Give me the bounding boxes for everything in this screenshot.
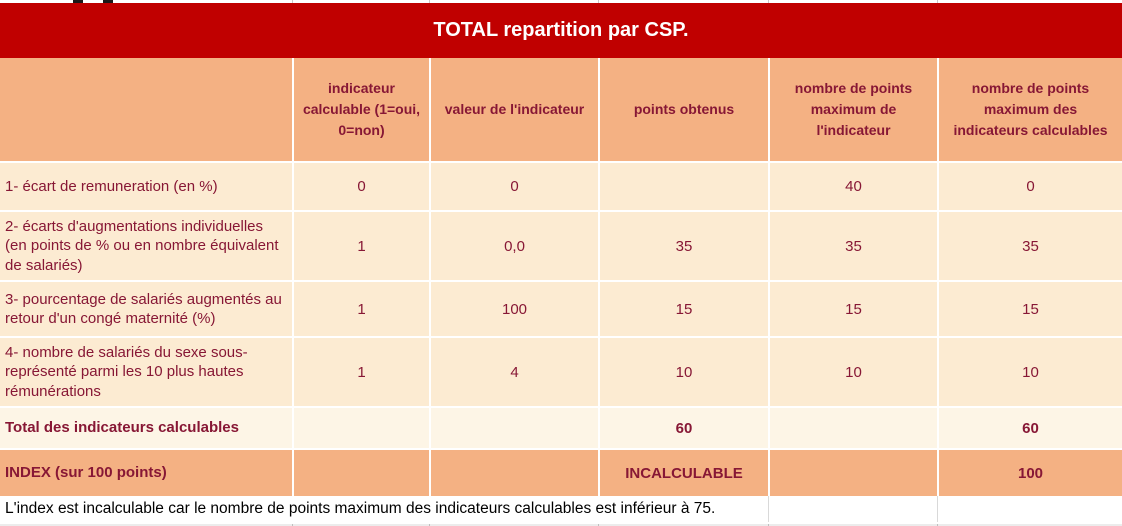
cropped-text-remnant <box>103 0 113 3</box>
cell-points-obtenus[interactable]: 10 <box>600 338 768 406</box>
cell-empty[interactable] <box>294 408 429 448</box>
total-points-obtenus[interactable]: 60 <box>600 408 768 448</box>
index-result-value[interactable]: INCALCULABLE <box>600 450 768 496</box>
table-title: TOTAL repartition par CSP. <box>433 19 689 41</box>
cell-points-obtenus[interactable]: 15 <box>600 282 768 336</box>
cropped-text-remnant <box>73 0 83 3</box>
cell-valeur[interactable]: 0,0 <box>431 212 598 280</box>
header-cell-points-obtenus[interactable]: points obtenus <box>600 58 768 161</box>
cell-calculable[interactable]: 1 <box>294 338 429 406</box>
cell-valeur[interactable]: 0 <box>431 163 598 210</box>
gridline <box>937 0 938 3</box>
cell-calculable[interactable]: 1 <box>294 282 429 336</box>
table-row-indicator-2: 2- écarts d'augmentations individuelles … <box>0 212 1122 280</box>
cell-calculable[interactable]: 1 <box>294 212 429 280</box>
gridline <box>292 524 293 526</box>
cell-max-indicateur[interactable]: 15 <box>770 282 937 336</box>
cell-empty[interactable] <box>770 450 937 496</box>
cell-max-calculables[interactable]: 35 <box>939 212 1122 280</box>
gridline <box>768 496 769 522</box>
cell-points-obtenus[interactable]: 35 <box>600 212 768 280</box>
index-max-calculables[interactable]: 100 <box>939 450 1122 496</box>
cell-max-calculables[interactable]: 10 <box>939 338 1122 406</box>
header-row: indicateur calculable (1=oui, 0=non) val… <box>0 58 1122 161</box>
cell-empty[interactable] <box>431 408 598 448</box>
gridline <box>768 524 769 526</box>
total-row: Total des indicateurs calculables 60 60 <box>0 408 1122 448</box>
cell-max-calculables[interactable]: 0 <box>939 163 1122 210</box>
gridline <box>937 496 938 522</box>
footnote-text: L'index est incalculable car le nombre d… <box>5 500 716 517</box>
cropped-row-above-strip <box>0 0 1122 3</box>
cell-empty[interactable] <box>431 450 598 496</box>
cell-empty[interactable] <box>770 408 937 448</box>
gridline <box>429 0 430 3</box>
header-cell-empty[interactable] <box>0 58 292 161</box>
row-label[interactable]: 1- écart de remuneration (en %) <box>0 163 292 210</box>
cell-calculable[interactable]: 0 <box>294 163 429 210</box>
index-row-label[interactable]: INDEX (sur 100 points) <box>0 450 292 496</box>
gridline <box>598 0 599 3</box>
header-cell-max-calculables[interactable]: nombre de points maximum des indicateurs… <box>939 58 1122 161</box>
gridline <box>292 0 293 3</box>
index-row: INDEX (sur 100 points) INCALCULABLE 100 <box>0 450 1122 496</box>
table-row-indicator-4: 4- nombre de salariés du sexe sous-repré… <box>0 338 1122 406</box>
cell-valeur[interactable]: 4 <box>431 338 598 406</box>
cell-max-indicateur[interactable]: 10 <box>770 338 937 406</box>
gridline <box>768 0 769 3</box>
header-cell-valeur[interactable]: valeur de l'indicateur <box>431 58 598 161</box>
header-cell-max-indicateur[interactable]: nombre de points maximum de l'indicateur <box>770 58 937 161</box>
gridline <box>937 524 938 526</box>
row-label[interactable]: 3- pourcentage de salariés augmentés au … <box>0 282 292 336</box>
total-row-label[interactable]: Total des indicateurs calculables <box>0 408 292 448</box>
total-max-calculables[interactable]: 60 <box>939 408 1122 448</box>
cell-max-indicateur[interactable]: 35 <box>770 212 937 280</box>
table-row-indicator-3: 3- pourcentage de salariés augmentés au … <box>0 282 1122 336</box>
gridline <box>429 524 430 526</box>
row-label[interactable]: 2- écarts d'augmentations individuelles … <box>0 212 292 280</box>
cell-max-indicateur[interactable]: 40 <box>770 163 937 210</box>
table-title-banner[interactable]: TOTAL repartition par CSP. <box>0 3 1122 58</box>
cell-empty[interactable] <box>294 450 429 496</box>
cell-points-obtenus[interactable] <box>600 163 768 210</box>
cell-valeur[interactable]: 100 <box>431 282 598 336</box>
table-row-indicator-1: 1- écart de remuneration (en %) 0 0 40 0 <box>0 163 1122 210</box>
gridline <box>598 524 599 526</box>
cropped-row-below-strip <box>0 522 1122 526</box>
header-cell-calculable[interactable]: indicateur calculable (1=oui, 0=non) <box>294 58 429 161</box>
footnote-row[interactable]: L'index est incalculable car le nombre d… <box>0 496 1122 522</box>
row-label[interactable]: 4- nombre de salariés du sexe sous-repré… <box>0 338 292 406</box>
cell-max-calculables[interactable]: 15 <box>939 282 1122 336</box>
